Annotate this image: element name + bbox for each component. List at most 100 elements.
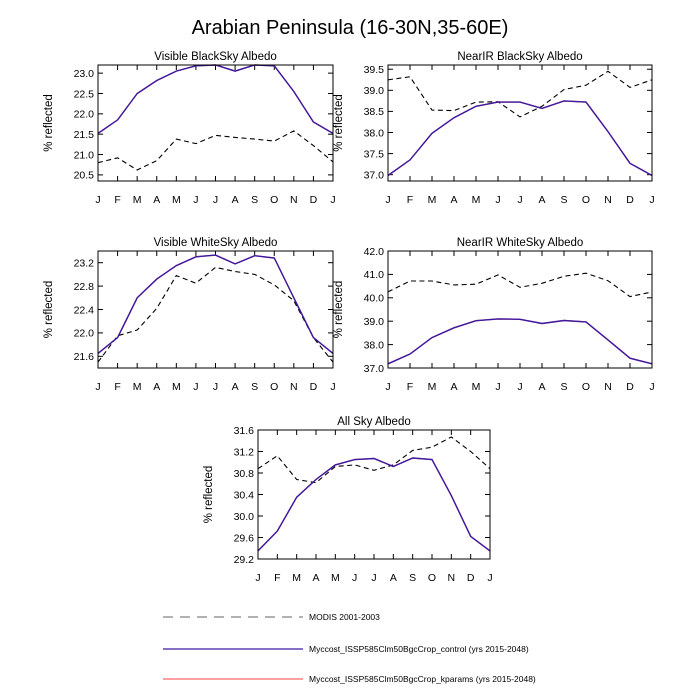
y-tick-label: 21.6	[74, 351, 95, 363]
y-tick-label: 22.0	[74, 109, 95, 121]
x-tick-label: S	[560, 381, 567, 393]
y-tick-label: 41.0	[364, 269, 385, 281]
x-tick-label: D	[467, 572, 475, 584]
x-tick-label: F	[114, 194, 120, 206]
x-tick-label: F	[407, 381, 413, 393]
x-tick-label: J	[352, 572, 357, 584]
y-tick-label: 31.6	[234, 425, 255, 437]
x-tick-label: J	[330, 381, 335, 393]
x-tick-label: A	[390, 572, 397, 584]
legend-entry: Myccost_ISSP585Clm50BgcCrop_control (yrs…	[163, 644, 529, 654]
x-tick-label: O	[270, 381, 278, 393]
legend-label: Myccost_ISSP585Clm50BgcCrop_control (yrs…	[309, 644, 529, 654]
series-line-control	[97, 254, 334, 354]
x-tick-label: M	[472, 194, 481, 206]
x-tick-label: J	[330, 194, 335, 206]
x-tick-label: J	[213, 194, 218, 206]
x-tick-label: S	[251, 381, 258, 393]
x-tick-label: M	[133, 381, 142, 393]
x-tick-label: J	[649, 381, 654, 393]
x-tick-label: J	[193, 194, 198, 206]
y-tick-label: 38.0	[364, 127, 385, 139]
x-tick-label: F	[407, 194, 413, 206]
y-tick-label: 38.5	[364, 106, 385, 118]
x-tick-label: M	[428, 381, 437, 393]
x-tick-label: J	[487, 572, 492, 584]
legend-label: MODIS 2001-2003	[309, 612, 380, 622]
x-tick-label: J	[95, 381, 100, 393]
plot-frame	[97, 250, 334, 369]
series-line-control	[97, 64, 334, 135]
y-tick-label: 21.0	[74, 149, 95, 161]
y-tick-label: 29.6	[234, 532, 255, 544]
chart-title: Visible BlackSky Albedo	[154, 51, 277, 63]
x-tick-label: J	[95, 194, 100, 206]
y-tick-label: 38.0	[364, 339, 385, 351]
y-tick-label: 39.5	[364, 64, 385, 76]
x-tick-label: J	[495, 381, 500, 393]
x-tick-label: J	[517, 381, 522, 393]
x-tick-label: J	[517, 194, 522, 206]
series-line-modis	[387, 272, 653, 298]
x-tick-label: S	[409, 572, 416, 584]
x-tick-label: A	[312, 572, 319, 584]
x-tick-label: A	[232, 194, 239, 206]
x-tick-label: D	[310, 194, 318, 206]
x-tick-label: J	[255, 572, 260, 584]
y-tick-label: 37.5	[364, 148, 385, 160]
legend-entry: MODIS 2001-2003	[163, 612, 380, 622]
plot-frame	[97, 64, 334, 182]
plot-frame	[387, 250, 653, 369]
plot-frame	[387, 64, 653, 182]
x-tick-label: M	[292, 572, 301, 584]
y-tick-label: 30.8	[234, 468, 255, 480]
series-line-modis	[97, 130, 334, 171]
y-tick-label: 30.0	[234, 511, 255, 523]
x-tick-label: J	[385, 194, 390, 206]
chart-title: NearIR WhiteSky Albedo	[457, 237, 584, 249]
chart-all-sky: All Sky Albedo % reflected 29.2 29.6 30.0 30.…	[203, 416, 493, 584]
figure-title: Arabian Peninsula (16-30N,35-60E)	[192, 17, 509, 39]
x-tick-label: A	[450, 194, 457, 206]
legend-label: Myccost_ISSP585Clm50BgcCrop_kparams (yrs…	[309, 674, 536, 684]
y-tick-label: 20.5	[74, 170, 95, 182]
x-tick-label: M	[172, 194, 181, 206]
x-tick-label: N	[290, 194, 298, 206]
x-tick-label: A	[538, 381, 545, 393]
series-line-control	[387, 100, 653, 177]
x-tick-label: O	[582, 194, 590, 206]
y-tick-label: 31.2	[234, 446, 255, 458]
x-tick-label: J	[385, 381, 390, 393]
y-tick-label: 23.0	[74, 68, 95, 80]
chart-title: Visible WhiteSky Albedo	[154, 237, 278, 249]
x-tick-label: D	[626, 194, 634, 206]
x-tick-label: J	[495, 194, 500, 206]
x-tick-label: O	[428, 572, 436, 584]
chart-visible-whitesky: Visible WhiteSky Albedo % reflected 21.6 22…	[43, 237, 336, 393]
y-axis-label: % reflected	[333, 94, 345, 152]
y-tick-label: 22.0	[74, 328, 95, 340]
x-tick-label: J	[193, 381, 198, 393]
y-tick-label: 37.0	[364, 169, 385, 181]
y-tick-label: 22.4	[74, 304, 95, 316]
x-tick-label: J	[371, 572, 376, 584]
chart-panels: Visible BlackSky Albedo % reflected 20.5 21…	[43, 51, 655, 584]
x-tick-label: O	[270, 194, 278, 206]
series-line-control	[387, 318, 653, 365]
x-tick-label: D	[310, 381, 318, 393]
x-tick-label: J	[649, 194, 654, 206]
chart-title: NearIR BlackSky Albedo	[457, 51, 582, 63]
x-tick-label: D	[626, 381, 634, 393]
y-tick-label: 37.0	[364, 363, 385, 375]
y-tick-label: 29.2	[234, 554, 255, 566]
y-tick-label: 21.5	[74, 129, 95, 141]
y-tick-label: 23.2	[74, 258, 95, 270]
x-tick-label: S	[251, 194, 258, 206]
x-tick-label: M	[428, 194, 437, 206]
x-tick-label: F	[114, 381, 120, 393]
series-line-modis	[257, 436, 491, 484]
x-tick-label: N	[604, 194, 612, 206]
x-tick-label: O	[582, 381, 590, 393]
x-tick-label: M	[133, 194, 142, 206]
y-tick-label: 40.0	[364, 293, 385, 305]
